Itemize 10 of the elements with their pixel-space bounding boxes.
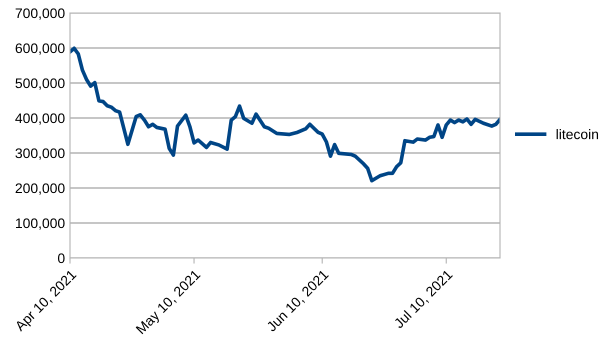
y-tick-label: 300,000 [15,148,65,160]
y-tick-label: 100,000 [16,218,65,230]
y-tick-label: 400,000 [15,113,65,125]
y-tick-label: 600,000 [16,43,65,55]
y-tick-label: 0 [58,253,65,264]
legend-label: litecoin [556,129,598,140]
line-series [70,46,500,182]
y-tick-label: 500,000 [15,78,65,90]
y-tick-label: 700,000 [16,8,65,20]
y-tick-label: 200,000 [16,183,65,195]
